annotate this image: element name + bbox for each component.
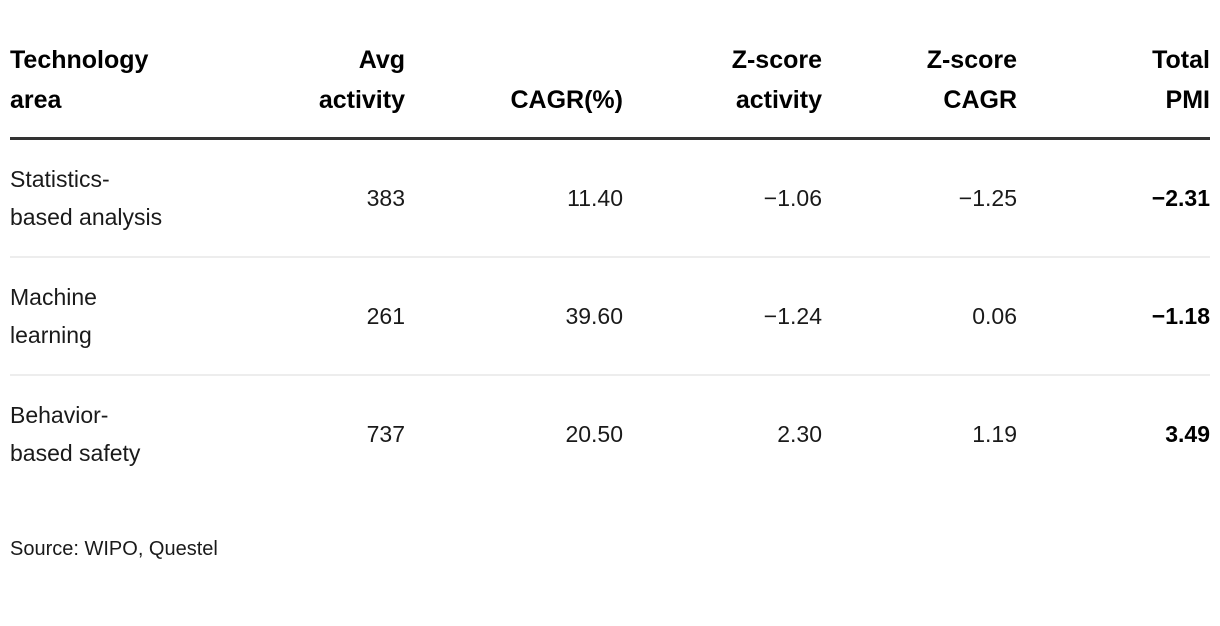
cell-statistics-based-analysis-z-score-cagr: −1.25 bbox=[822, 138, 1017, 258]
cell-machine-learning-total-pmi: −1.18 bbox=[1017, 257, 1210, 376]
cell-behavior-based-safety-z-score-cagr: 1.19 bbox=[972, 421, 1017, 447]
cell-machine-learning-z-score-activity: −1.24 bbox=[623, 257, 822, 376]
pmi-table: Technology area Avg activity CAGR(%) Z-score a… bbox=[10, 40, 1210, 492]
cell-statistics-based-analysis-cagr-percent: 11.40 bbox=[405, 138, 623, 258]
cell-behavior-based-safety-z-score-activity: 2.30 bbox=[777, 421, 822, 447]
table-row-behavior-based-safety: Behavior-based safety 737 20.50 2.30 1.19 3.4… bbox=[10, 375, 1210, 492]
column-header-technology-area: Technology area bbox=[10, 40, 240, 140]
table-body: Statistics-based analysis 383 11.40 −1.06 −1… bbox=[10, 138, 1210, 493]
cell-machine-learning-z-score-cagr: 0.06 bbox=[822, 257, 1017, 376]
cell-machine-learning-technology-area: Machine learning bbox=[10, 257, 240, 376]
column-header-total-pmi: Total PMI bbox=[1017, 40, 1210, 140]
column-header-z-score-cagr: Z-score CAGR bbox=[822, 40, 1017, 140]
cell-statistics-based-analysis-technology-area: Statistics-based analysis bbox=[10, 138, 240, 258]
cell-statistics-based-analysis-total-pmi: −2.31 bbox=[1017, 138, 1210, 258]
header-row: Technology area Avg activity CAGR(%) Z-score a… bbox=[10, 40, 1210, 140]
column-header-cagr-percent: CAGR(%) bbox=[405, 40, 623, 140]
cell-machine-learning-cagr-percent: 39.60 bbox=[405, 257, 623, 376]
cell-behavior-based-safety-technology-area: Behavior-based safety bbox=[10, 402, 141, 466]
source-note: Source: WIPO, Questel bbox=[10, 538, 218, 560]
table-row-machine-learning: Machine learning 261 39.60 −1.24 0.06 −1.18 bbox=[10, 257, 1210, 376]
cell-behavior-based-safety-cagr-percent: 20.50 bbox=[565, 421, 623, 447]
pmi-table-container: Technology area Avg activity CAGR(%) Z-score a… bbox=[10, 40, 1210, 492]
table-header: Technology area Avg activity CAGR(%) Z-score a… bbox=[10, 40, 1210, 140]
column-header-z-score-activity: Z-score activity bbox=[623, 40, 822, 140]
cell-behavior-based-safety-total-pmi: 3.49 bbox=[1165, 421, 1210, 447]
cell-statistics-based-analysis-z-score-activity: −1.06 bbox=[623, 138, 822, 258]
column-header-avg-activity: Avg activity bbox=[240, 40, 405, 140]
cell-statistics-based-analysis-avg-activity: 383 bbox=[240, 138, 405, 258]
table-row-statistics-based-analysis: Statistics-based analysis 383 11.40 −1.06 −1… bbox=[10, 138, 1210, 258]
cell-machine-learning-avg-activity: 261 bbox=[240, 257, 405, 376]
cell-behavior-based-safety-avg-activity: 737 bbox=[366, 421, 405, 447]
